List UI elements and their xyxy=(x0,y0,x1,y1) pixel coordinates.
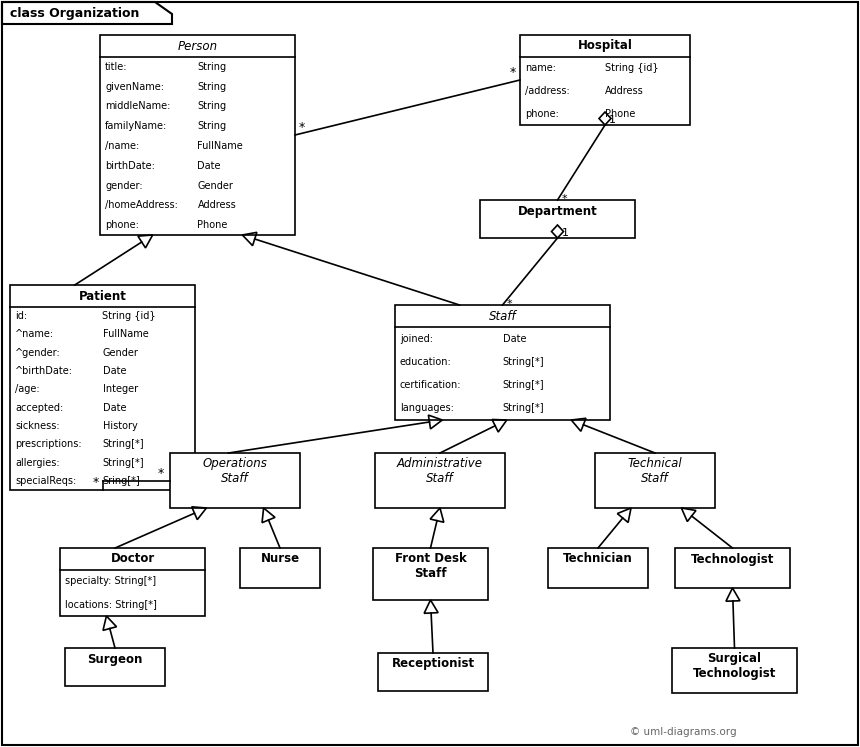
Text: String[*]: String[*] xyxy=(102,439,144,449)
Text: String: String xyxy=(198,62,227,72)
Text: Receptionist: Receptionist xyxy=(391,657,475,671)
Text: familyName:: familyName: xyxy=(105,121,167,131)
Text: String: String xyxy=(198,121,227,131)
Bar xyxy=(10,285,195,490)
Text: Surgical
Technologist: Surgical Technologist xyxy=(693,652,777,680)
Text: Person: Person xyxy=(177,40,218,52)
Text: History: History xyxy=(102,421,138,431)
Text: Date: Date xyxy=(102,403,126,412)
Text: Date: Date xyxy=(102,366,126,376)
Text: /homeAddress:: /homeAddress: xyxy=(105,200,178,211)
Text: birthDate:: birthDate: xyxy=(105,161,155,171)
Text: Sring[*]: Sring[*] xyxy=(102,476,140,486)
Text: Date: Date xyxy=(198,161,221,171)
Text: ^gender:: ^gender: xyxy=(15,348,61,358)
Text: allergies:: allergies: xyxy=(15,458,59,468)
Text: sickness:: sickness: xyxy=(15,421,59,431)
Text: /age:: /age: xyxy=(15,385,40,394)
Text: title:: title: xyxy=(105,62,127,72)
Text: /name:: /name: xyxy=(105,141,139,151)
Text: Gender: Gender xyxy=(102,348,138,358)
Text: String: String xyxy=(198,102,227,111)
Text: Phone: Phone xyxy=(605,108,636,119)
Text: Technician: Technician xyxy=(563,553,633,565)
Text: *: * xyxy=(507,299,512,309)
Text: Address: Address xyxy=(198,200,237,211)
Text: *: * xyxy=(93,476,99,489)
Text: 1: 1 xyxy=(562,228,568,238)
Text: phone:: phone: xyxy=(525,108,559,119)
Text: name:: name: xyxy=(525,63,556,73)
Text: *: * xyxy=(562,194,567,204)
Text: String {id}: String {id} xyxy=(102,311,157,321)
Text: String[*]: String[*] xyxy=(502,403,544,413)
Text: FullName: FullName xyxy=(102,329,148,339)
Text: Nurse: Nurse xyxy=(261,553,299,565)
Text: Gender: Gender xyxy=(198,181,233,190)
Text: Administrative
Staff: Administrative Staff xyxy=(397,457,483,485)
Text: FullName: FullName xyxy=(198,141,243,151)
Bar xyxy=(373,548,488,600)
Bar xyxy=(240,548,320,588)
Text: Surgeon: Surgeon xyxy=(88,652,143,666)
Text: phone:: phone: xyxy=(105,220,138,230)
Bar xyxy=(375,453,505,508)
Bar xyxy=(100,35,295,235)
Text: String: String xyxy=(198,81,227,92)
Text: joined:: joined: xyxy=(400,334,433,344)
Text: Department: Department xyxy=(518,205,598,217)
Bar xyxy=(520,35,690,125)
Text: class Organization: class Organization xyxy=(10,7,139,19)
Text: ^name:: ^name: xyxy=(15,329,54,339)
Bar xyxy=(65,648,165,686)
Text: languages:: languages: xyxy=(400,403,454,413)
Text: String[*]: String[*] xyxy=(502,380,544,390)
Bar xyxy=(480,200,635,238)
Text: gender:: gender: xyxy=(105,181,143,190)
Bar xyxy=(378,653,488,691)
Text: locations: String[*]: locations: String[*] xyxy=(65,600,157,610)
Text: certification:: certification: xyxy=(400,380,462,390)
Text: specialReqs:: specialReqs: xyxy=(15,476,77,486)
Text: © uml-diagrams.org: © uml-diagrams.org xyxy=(630,727,737,737)
Text: Integer: Integer xyxy=(102,385,138,394)
Text: Hospital: Hospital xyxy=(578,40,632,52)
Bar xyxy=(170,453,300,508)
Bar xyxy=(672,648,797,693)
Text: accepted:: accepted: xyxy=(15,403,64,412)
Bar xyxy=(595,453,715,508)
Text: String {id}: String {id} xyxy=(605,63,659,73)
Text: education:: education: xyxy=(400,357,452,367)
Text: 1: 1 xyxy=(609,115,616,125)
Text: /address:: /address: xyxy=(525,86,569,96)
Text: Staff: Staff xyxy=(488,309,516,323)
Text: *: * xyxy=(158,466,164,480)
Bar xyxy=(60,548,205,616)
Text: givenName:: givenName: xyxy=(105,81,164,92)
Text: *: * xyxy=(510,66,516,79)
Text: Technical
Staff: Technical Staff xyxy=(628,457,682,485)
Text: Technologist: Technologist xyxy=(691,553,774,565)
Text: Patient: Patient xyxy=(78,290,126,303)
Text: ^birthDate:: ^birthDate: xyxy=(15,366,73,376)
Text: Phone: Phone xyxy=(198,220,228,230)
Text: Front Desk
Staff: Front Desk Staff xyxy=(395,552,466,580)
Text: middleName:: middleName: xyxy=(105,102,170,111)
Text: id:: id: xyxy=(15,311,28,321)
Text: Doctor: Doctor xyxy=(110,553,155,565)
Text: String[*]: String[*] xyxy=(502,357,544,367)
Text: Operations
Staff: Operations Staff xyxy=(203,457,267,485)
Text: *: * xyxy=(299,121,305,134)
Bar xyxy=(548,548,648,588)
Text: Address: Address xyxy=(605,86,644,96)
Text: prescriptions:: prescriptions: xyxy=(15,439,82,449)
Text: specialty: String[*]: specialty: String[*] xyxy=(65,577,157,586)
Text: Date: Date xyxy=(502,334,526,344)
Text: String[*]: String[*] xyxy=(102,458,144,468)
Bar xyxy=(395,305,610,420)
Bar xyxy=(675,548,790,588)
